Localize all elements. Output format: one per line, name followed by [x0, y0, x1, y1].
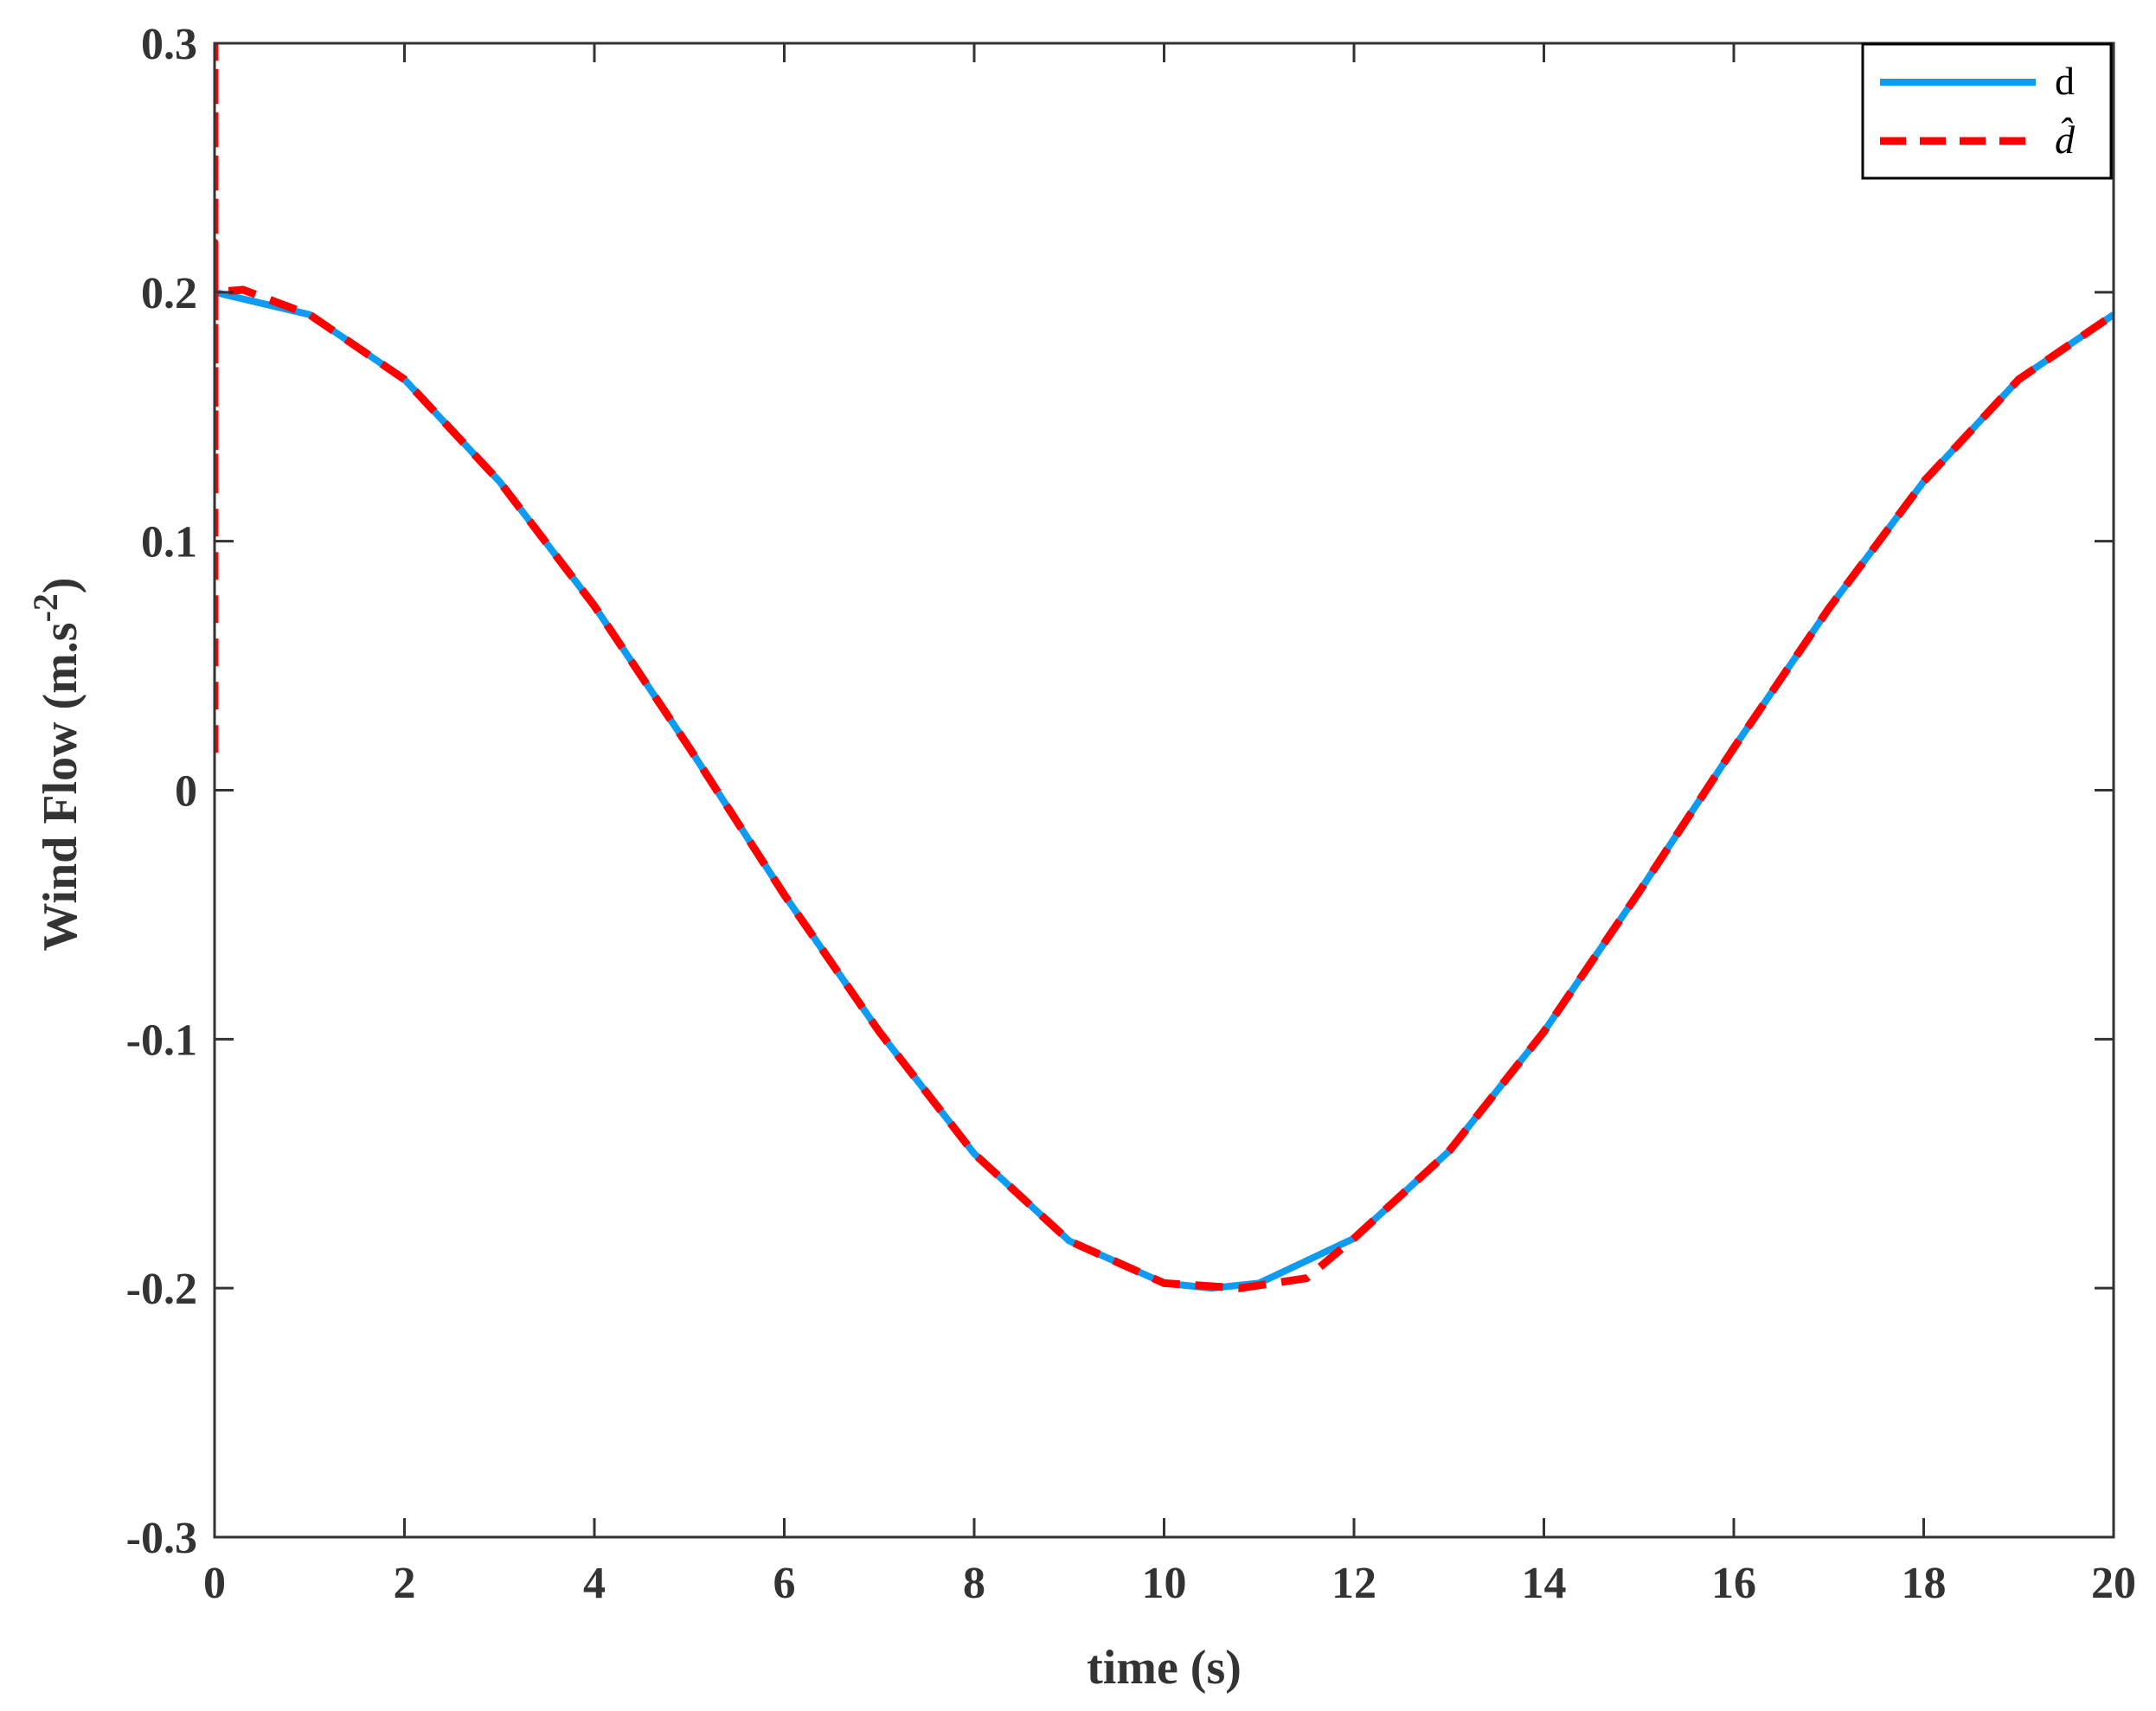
x-tick-label: 16: [1711, 1559, 1756, 1608]
y-axis-title-superscript: -2: [26, 593, 65, 622]
y-tick-label: 0: [175, 767, 197, 817]
x-tick-label: 4: [583, 1559, 606, 1608]
y-tick-label: -0.2: [126, 1265, 197, 1314]
y-axis-title: Wind Flow (m.s-2): [26, 577, 87, 951]
ticks: 0 2 4 6 8 10 12 14 16 18 20 0.3 0.2 0.1 0 -0.1 -0.2 -0.3: [126, 20, 2136, 1608]
legend-label-d-hat: d̂: [2055, 118, 2076, 162]
axis-titles: time (s) Wind Flow (m.s-2): [26, 577, 1242, 1695]
y-tick-label: 0.3: [141, 20, 197, 69]
series-line-d-hat: [215, 43, 2114, 1292]
legend: d d̂: [1861, 42, 2113, 180]
x-tick-label: 0: [203, 1559, 226, 1608]
y-axis-title-main: Wind Flow (m.s: [34, 622, 87, 951]
y-tick-label: -0.3: [126, 1514, 197, 1563]
x-tick-label: 2: [394, 1559, 416, 1608]
plot-area: [215, 43, 2114, 1292]
x-tick-label: 20: [2091, 1559, 2136, 1608]
x-tick-label: 8: [963, 1559, 985, 1608]
x-tick-label: 10: [1142, 1559, 1187, 1608]
y-tick-label: -0.1: [126, 1016, 197, 1065]
legend-box: [1861, 42, 2113, 180]
x-tick-label: 14: [1522, 1559, 1567, 1608]
y-tick-label: 0.2: [141, 269, 197, 318]
x-tick-label: 6: [773, 1559, 796, 1608]
y-axis-title-tail: ): [34, 577, 87, 593]
y-tick-label: 0.1: [141, 518, 197, 567]
x-tick-label: 18: [1902, 1559, 1947, 1608]
x-axis-title: time (s): [1087, 1641, 1242, 1695]
legend-label-d: d: [2055, 59, 2075, 103]
x-tick-label: 12: [1331, 1559, 1376, 1608]
